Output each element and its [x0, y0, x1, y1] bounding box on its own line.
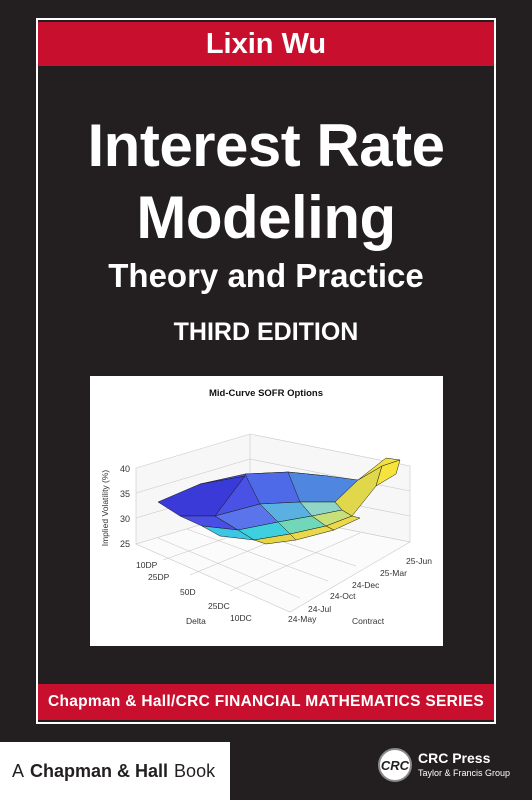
z-tick: 40 — [120, 464, 130, 474]
contract-axis: 24-May 24-Jul 24-Oct 24-Dec 25-Mar 25-Ju… — [288, 556, 432, 626]
z-axis: 25 30 35 40 Implied Volatility (%) — [100, 464, 130, 549]
series-name: Chapman & Hall/CRC FINANCIAL MATHEMATICS… — [47, 693, 485, 710]
contract-tick: 25-Jun — [406, 556, 432, 566]
publisher-imprint: A Chapman & Hall Book — [12, 742, 230, 800]
delta-axis: 10DP 25DP 50D 25DC 10DC Delta — [136, 560, 252, 626]
title-line-2: Modeling — [136, 184, 396, 251]
delta-tick: 25DP — [148, 572, 170, 582]
title-line-1: Interest Rate — [87, 112, 445, 179]
surface-chart: Mid-Curve SOFR Options — [100, 388, 432, 626]
cover-frame — [36, 18, 496, 724]
contract-tick: 24-Dec — [352, 580, 380, 590]
crc-logo-icon: CRC — [378, 748, 412, 782]
cover-figure: Mid-Curve SOFR Options — [90, 376, 443, 646]
implied-vol-surface — [157, 457, 401, 545]
contract-tick: 24-May — [288, 614, 317, 624]
contract-tick: 25-Mar — [380, 568, 407, 578]
imprint-name: Chapman & Hall — [30, 760, 169, 781]
chart-title: Mid-Curve SOFR Options — [209, 388, 323, 399]
z-tick: 35 — [120, 489, 130, 499]
crc-press-group: Taylor & Francis Group — [418, 768, 511, 778]
subtitle: Theory and Practice — [108, 257, 424, 294]
edition: THIRD EDITION — [173, 318, 359, 346]
author-bar: Lixin Wu — [38, 22, 494, 66]
delta-tick: 10DP — [136, 560, 158, 570]
imprint-prefix: A — [12, 760, 25, 781]
delta-tick: 10DC — [230, 613, 252, 623]
delta-axis-label: Delta — [186, 616, 206, 626]
crc-press-name: CRC Press — [418, 750, 491, 766]
z-axis-label: Implied Volatility (%) — [100, 470, 110, 547]
delta-tick: 50D — [180, 587, 196, 597]
contract-tick: 24-Jul — [308, 604, 331, 614]
crc-logo-text: CRC — [380, 757, 410, 773]
delta-tick: 25DC — [208, 601, 230, 611]
contract-axis-label: Contract — [352, 616, 385, 626]
contract-tick: 24-Oct — [330, 591, 356, 601]
z-tick: 30 — [120, 514, 130, 524]
imprint-suffix: Book — [174, 760, 216, 781]
series-bar: Chapman & Hall/CRC FINANCIAL MATHEMATICS… — [38, 684, 494, 720]
z-tick: 25 — [120, 539, 130, 549]
author-name: Lixin Wu — [205, 27, 327, 60]
